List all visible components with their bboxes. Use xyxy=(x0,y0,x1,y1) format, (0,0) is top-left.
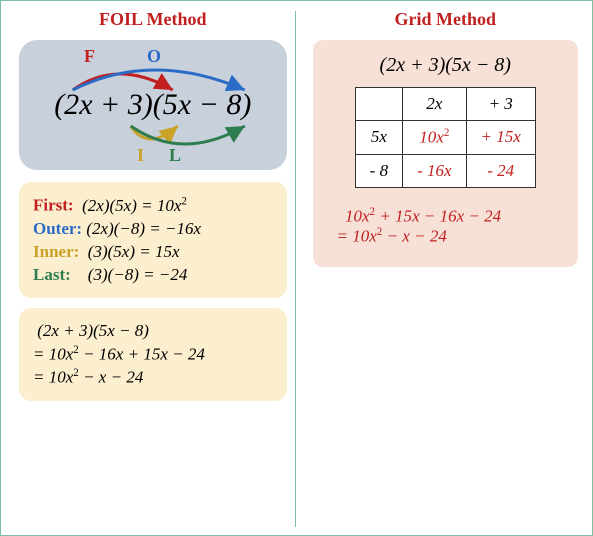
grid-table: 2x + 3 5x 10x2 + 15x - 8 - 16x - 24 xyxy=(355,87,536,188)
table-row: 2x + 3 xyxy=(355,88,535,121)
grid-cell: - 24 xyxy=(466,154,535,187)
main-container: FOIL Method F O I L (2x + 3)(5x − 8) xyxy=(0,0,593,536)
foil-main-expression: (2x + 3)(5x − 8) xyxy=(19,88,287,122)
foil-result-line-1: (2x + 3)(5x − 8) xyxy=(33,321,273,341)
step-first: First: (2x)(5x) = 10x2 xyxy=(33,195,273,216)
grid-corner-cell xyxy=(355,88,402,121)
foil-result-box: (2x + 3)(5x − 8) = 10x2 − 16x + 15x − 24… xyxy=(19,308,287,401)
grid-row-header: 5x xyxy=(355,121,402,155)
grid-cell: 10x2 xyxy=(403,121,466,155)
foil-result-line-3: = 10x2 − x − 24 xyxy=(33,367,273,388)
step-last: Last: (3)(−8) = −24 xyxy=(33,265,273,285)
grid-result-line-1: 10x2 + 15x − 16x − 24 xyxy=(337,206,563,227)
step-outer: Outer: (2x)(−8) = −16x xyxy=(33,219,273,239)
grid-result: 10x2 + 15x − 16x − 24 = 10x2 − x − 24 xyxy=(329,206,563,247)
table-row: 5x 10x2 + 15x xyxy=(355,121,535,155)
grid-row-header: - 8 xyxy=(355,154,402,187)
grid-title: Grid Method xyxy=(313,9,579,30)
grid-column: Grid Method (2x + 3)(5x − 8) 2x + 3 5x 1… xyxy=(295,1,593,535)
grid-panel: (2x + 3)(5x − 8) 2x + 3 5x 10x2 + 15x - … xyxy=(313,40,579,267)
grid-cell: - 16x xyxy=(403,154,466,187)
grid-cell: + 15x xyxy=(466,121,535,155)
foil-expression-box: F O I L (2x + 3)(5x − 8) xyxy=(19,40,287,170)
grid-expression: (2x + 3)(5x − 8) xyxy=(329,54,563,77)
grid-col-header: 2x xyxy=(403,88,466,121)
foil-letter-i: I xyxy=(137,145,144,166)
foil-steps-box: First: (2x)(5x) = 10x2 Outer: (2x)(−8) =… xyxy=(19,182,287,298)
step-inner: Inner: (3)(5x) = 15x xyxy=(33,242,273,262)
foil-title: FOIL Method xyxy=(19,9,287,30)
grid-col-header: + 3 xyxy=(466,88,535,121)
vertical-divider xyxy=(295,11,296,527)
foil-letter-f: F xyxy=(84,46,95,67)
foil-letter-o: O xyxy=(147,46,161,67)
grid-result-line-2: = 10x2 − x − 24 xyxy=(337,226,563,247)
foil-letter-l: L xyxy=(169,145,181,166)
foil-result-line-2: = 10x2 − 16x + 15x − 24 xyxy=(33,344,273,365)
foil-column: FOIL Method F O I L (2x + 3)(5x − 8) xyxy=(1,1,295,535)
table-row: - 8 - 16x - 24 xyxy=(355,154,535,187)
